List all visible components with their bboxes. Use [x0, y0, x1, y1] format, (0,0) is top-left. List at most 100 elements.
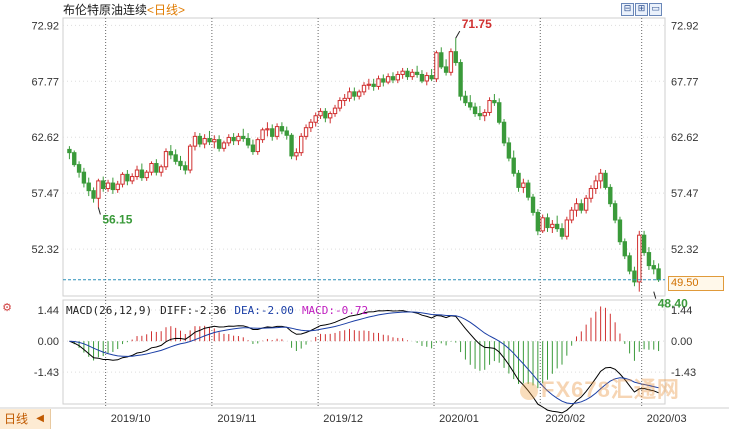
candle-body [130, 176, 135, 182]
candle-body [511, 157, 516, 174]
candle-body [183, 165, 188, 171]
watermark-logo-icon [520, 382, 538, 401]
candle-body [139, 169, 145, 179]
candle-body [390, 76, 396, 81]
candle-body [86, 182, 91, 192]
x-tick-label: 2019/12 [323, 413, 363, 425]
macd-dea-line [69, 311, 659, 405]
candle-body [352, 91, 357, 97]
candle-body [308, 121, 314, 129]
candle-body [419, 73, 425, 82]
candle-body [448, 51, 454, 73]
zoom-in-button[interactable]: ⊞ [635, 3, 648, 16]
price-y-tick-left: 62.62 [31, 132, 59, 144]
annotation-leader [455, 30, 461, 39]
candle-body [400, 70, 405, 75]
candle-body [149, 163, 154, 173]
price-y-tick-right: 72.92 [671, 20, 699, 32]
annotation-min-label: 56.15 [102, 212, 132, 226]
candle-body [125, 173, 130, 182]
candle-body [550, 223, 555, 229]
candle-body [521, 182, 526, 188]
candle-body [458, 62, 463, 97]
candle-body [178, 160, 183, 167]
candle-body [410, 71, 415, 78]
candle-body [540, 217, 545, 232]
period-label[interactable]: <日线> [147, 3, 186, 17]
x-tick-label: 2020/03 [647, 413, 687, 425]
macd-panel-frame [62, 299, 666, 405]
period-tab-label: 日线 [4, 412, 29, 426]
candle-body [434, 52, 439, 80]
candle-body [424, 75, 429, 82]
candle-body [569, 209, 574, 221]
watermark-text: FX678汇通网 [541, 377, 680, 402]
chart-toolbar: ⊟ ⊞ ▭ [621, 3, 662, 16]
macd-y-tick-right: 0.00 [671, 336, 692, 348]
candle-body [381, 78, 386, 83]
candle-body [535, 211, 541, 232]
macd-y-tick-left: -1.43 [34, 367, 59, 379]
candle-body [216, 139, 222, 149]
candle-body [356, 91, 362, 97]
candle-body [144, 171, 149, 179]
candle-body [641, 234, 647, 254]
candle-body [617, 219, 623, 243]
candle-body [337, 100, 343, 109]
candle-body [168, 151, 174, 156]
candle-body [526, 182, 531, 198]
candle-body [318, 110, 323, 117]
candle-body [236, 135, 241, 142]
candle-body [366, 83, 372, 86]
indicator-settings-icon[interactable]: ⚙ [2, 301, 12, 314]
candle-body [463, 95, 468, 104]
candle-body [506, 142, 512, 159]
zoom-out-button[interactable]: ⊟ [621, 3, 634, 16]
candle-body [622, 241, 627, 257]
macd-legend: MACD(26,12,9) DIFF:-2.36 DEA:-2.00 MACD:-0.… [66, 304, 376, 317]
candle-body [332, 107, 338, 115]
period-tab-arrow-icon: ◀ [36, 413, 44, 424]
candle-body [516, 172, 521, 188]
candle-body [154, 163, 159, 173]
macd-legend-macd: MACD:-0.72 [301, 304, 369, 317]
candle-body [158, 166, 164, 173]
candle-body [477, 113, 483, 117]
candle-body [187, 145, 193, 171]
candle-body [656, 268, 661, 281]
candle-body [299, 135, 304, 154]
price-y-tick-left: 57.47 [31, 188, 59, 200]
annotation-leader [653, 291, 657, 299]
candle-body [192, 135, 198, 147]
candle-body [651, 265, 656, 270]
chart-title: 布伦特原油连续<日线> [63, 2, 185, 18]
candle-body [564, 219, 570, 237]
candle-body [226, 136, 231, 144]
maximize-button[interactable]: ▭ [649, 3, 662, 16]
candle-body [612, 203, 618, 221]
macd-y-tick-left: 0.00 [38, 336, 59, 348]
candle-body [376, 78, 381, 87]
candle-body [231, 136, 236, 142]
candle-body [574, 203, 579, 211]
price-y-tick-right: 52.32 [671, 244, 699, 256]
candle-body [579, 203, 584, 211]
x-tick-label: 2019/11 [217, 413, 256, 425]
candle-body [347, 91, 352, 99]
candle-body [134, 169, 140, 178]
period-tab-daily[interactable]: 日线 ◀ [0, 409, 51, 429]
candle-body [250, 144, 256, 153]
candle-body [468, 102, 473, 108]
candle-body [472, 106, 478, 115]
candle-body [593, 180, 598, 189]
candle-body [608, 186, 613, 205]
candle-body [96, 180, 101, 199]
annotation-max-label: 71.75 [462, 17, 492, 31]
candle-body [270, 128, 275, 137]
macd-y-tick-left: 1.44 [38, 305, 59, 317]
candle-body [497, 102, 502, 123]
macd-legend-diff: DIFF:-2.36 [160, 304, 227, 317]
candle-body [385, 76, 391, 83]
candle-body [492, 100, 497, 104]
